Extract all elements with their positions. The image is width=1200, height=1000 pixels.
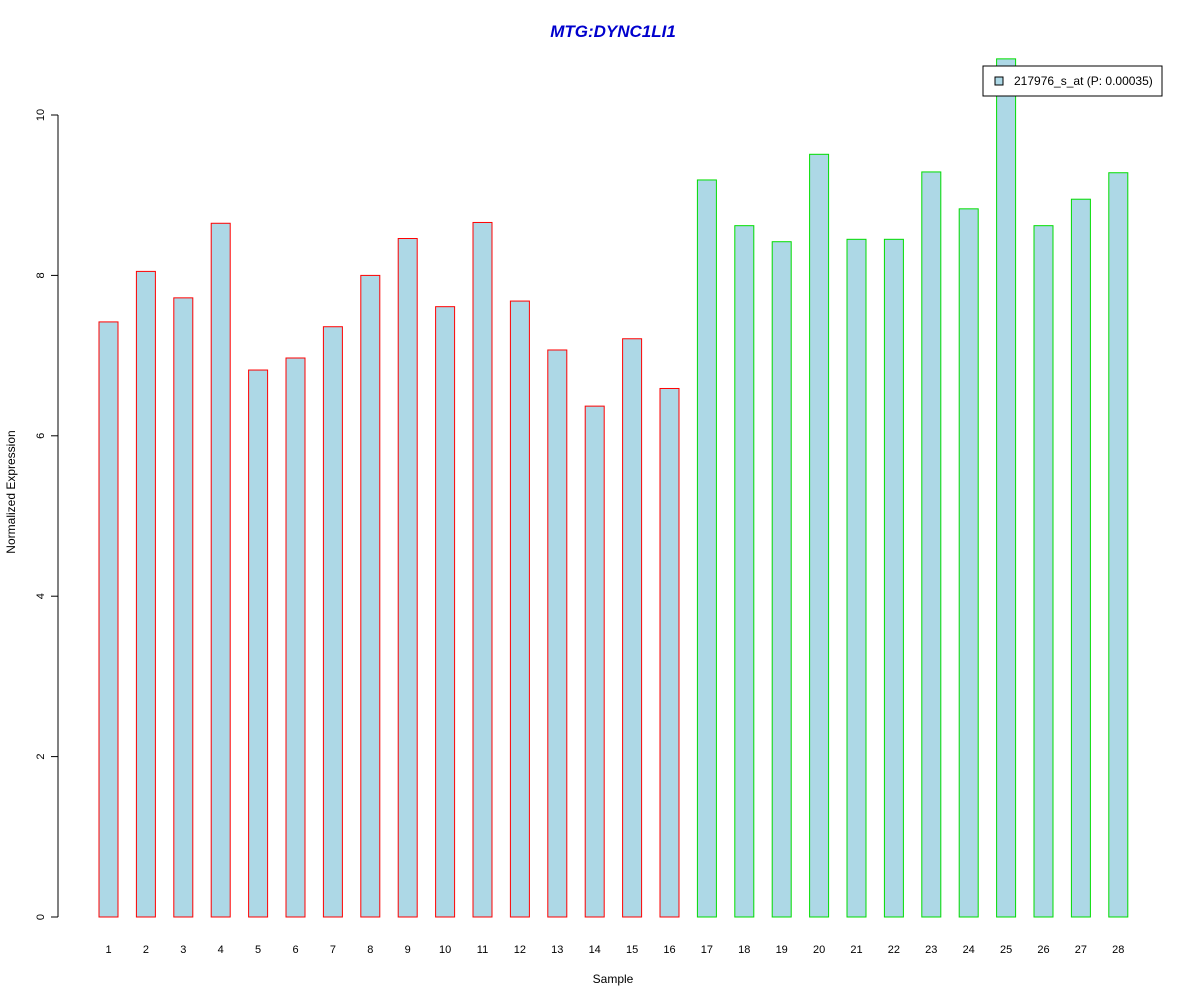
y-tick-label: 2 — [35, 754, 47, 760]
y-tick-label: 4 — [35, 593, 47, 599]
x-tick-labels: 1 2 3 4 5 6 7 8 9 10 11 12 13 14 15 16 17 18 19 20 21 22 23 24 2… — [105, 944, 1124, 956]
y-tick-label: 0 — [35, 914, 47, 920]
bar — [360, 274, 381, 918]
bar — [397, 238, 418, 918]
x-tick-label: 19 — [776, 944, 788, 956]
x-axis-label: Sample — [593, 972, 634, 986]
bar — [173, 297, 194, 918]
x-tick-label: 23 — [925, 944, 937, 956]
x-tick-label: 1 — [105, 944, 111, 956]
bar — [210, 222, 231, 918]
bar — [435, 306, 456, 918]
bar — [958, 208, 979, 918]
x-tick-label: 12 — [514, 944, 526, 956]
y-tick-label: 10 — [35, 109, 47, 121]
legend: 217976_s_at (P: 0.00035) — [982, 65, 1163, 97]
bar — [584, 405, 605, 918]
legend-swatch — [994, 76, 1004, 86]
x-tick-label: 25 — [1000, 944, 1012, 956]
x-tick-label: 21 — [850, 944, 862, 956]
x-tick-label: 8 — [367, 944, 373, 956]
bar — [1108, 172, 1129, 918]
bar — [883, 238, 904, 918]
x-tick-label: 13 — [551, 944, 563, 956]
legend-box — [982, 65, 1163, 97]
x-tick-label: 4 — [218, 944, 224, 956]
y-tick-label: 6 — [35, 433, 47, 439]
bar — [98, 321, 119, 918]
y-axis-label: Normalized Expression — [4, 430, 18, 553]
x-tick-label: 10 — [439, 944, 451, 956]
bar — [472, 221, 493, 918]
x-tick-label: 6 — [292, 944, 298, 956]
bar — [696, 179, 717, 918]
bar — [846, 238, 867, 918]
x-tick-label: 22 — [888, 944, 900, 956]
bar — [322, 326, 343, 918]
bar — [921, 171, 942, 918]
x-tick-label: 27 — [1075, 944, 1087, 956]
x-tick-label: 28 — [1112, 944, 1124, 956]
bar — [809, 153, 830, 918]
x-tick-label: 20 — [813, 944, 825, 956]
bar — [547, 349, 568, 918]
x-tick-label: 9 — [405, 944, 411, 956]
bar — [771, 241, 792, 918]
bar — [285, 357, 306, 918]
bar — [659, 387, 680, 918]
bar — [622, 338, 643, 918]
y-tick-label: 8 — [35, 272, 47, 278]
x-tick-label: 14 — [589, 944, 601, 956]
x-tick-label: 7 — [330, 944, 336, 956]
x-tick-label: 5 — [255, 944, 261, 956]
x-tick-label: 2 — [143, 944, 149, 956]
bars — [98, 58, 1129, 918]
bar — [248, 369, 269, 918]
x-tick-label: 15 — [626, 944, 638, 956]
bar — [1070, 198, 1091, 918]
x-tick-label: 11 — [477, 944, 488, 956]
bar — [996, 58, 1017, 918]
y-axis: 0 2 4 6 8 10 — [35, 109, 59, 920]
bar — [509, 300, 530, 918]
bar — [1033, 225, 1054, 918]
bar — [734, 225, 755, 918]
legend-entry-label: 217976_s_at (P: 0.00035) — [1014, 74, 1153, 88]
x-tick-label: 16 — [663, 944, 675, 956]
x-tick-label: 17 — [701, 944, 713, 956]
bar — [135, 270, 156, 918]
x-tick-label: 26 — [1037, 944, 1049, 956]
chart-title: MTG:DYNC1LI1 — [550, 22, 676, 41]
x-tick-label: 24 — [963, 944, 975, 956]
x-tick-label: 3 — [180, 944, 186, 956]
x-tick-label: 18 — [738, 944, 750, 956]
